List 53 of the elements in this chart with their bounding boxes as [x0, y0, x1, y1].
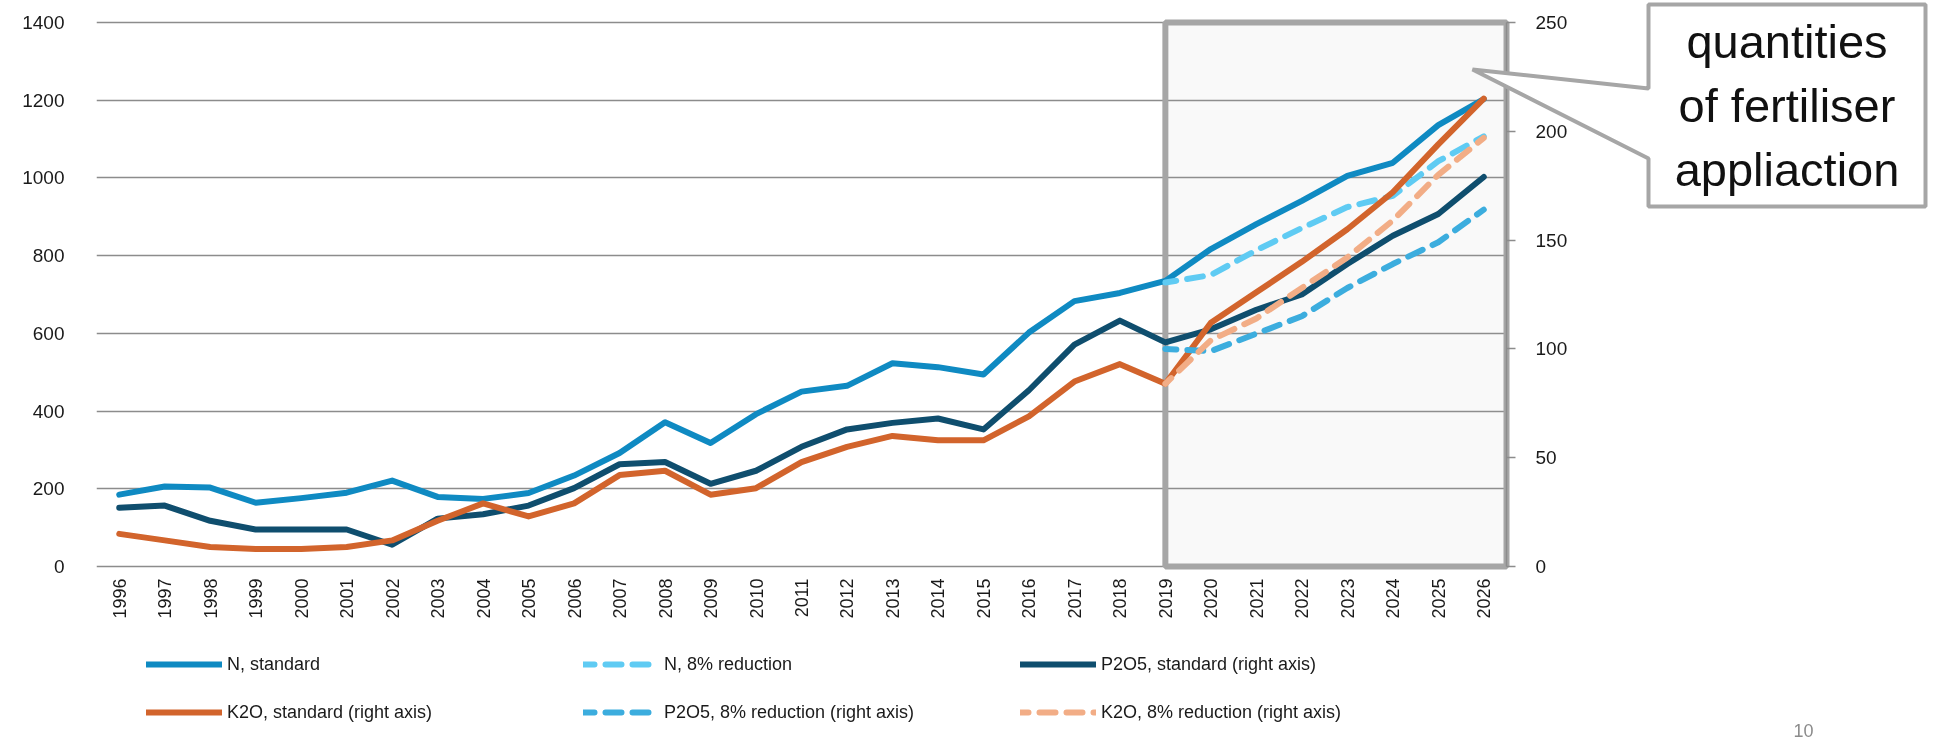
y-tick-label: 1200	[22, 89, 65, 111]
x-tick-label: 2001	[337, 578, 358, 619]
x-tick-label: 2002	[382, 578, 403, 619]
x-tick-label: 2009	[701, 578, 722, 619]
legend-label: N, 8% reduction	[664, 652, 794, 676]
x-tick-label: 2013	[882, 578, 903, 619]
text: quantities of fertiliser appliaction	[1674, 15, 1900, 196]
x-tick-label: 2006	[564, 578, 585, 619]
x-tick-label: 2011	[792, 578, 812, 618]
legend-label: K2O, 8% reduction (right axis)	[1101, 700, 1343, 724]
x-tick-label: 2007	[610, 578, 631, 619]
x-tick-label: 2017	[1064, 578, 1085, 619]
x-tick-label: 2023	[1337, 578, 1358, 619]
x-tick-label: 2022	[1292, 578, 1313, 619]
x-tick-label: 1997	[155, 578, 176, 619]
y-tick-label: 200	[32, 478, 65, 500]
y2-tick-label: 200	[1535, 120, 1568, 142]
x-tick-label: 1999	[246, 578, 267, 619]
y2-tick-label: 250	[1535, 12, 1568, 33]
text: 10	[1793, 720, 1814, 741]
y-tick-label: 800	[32, 245, 65, 267]
legend-label: K2O, standard (right axis)	[227, 700, 434, 724]
y-tick-label: 0	[53, 556, 65, 577]
x-tick-label: 2021	[1246, 578, 1267, 619]
y2-tick-label: 150	[1535, 229, 1568, 251]
y2-tick-label: 100	[1535, 338, 1568, 360]
x-tick-label: 2015	[973, 578, 994, 619]
x-tick-label: 2025	[1428, 578, 1449, 619]
y-tick-label: 1000	[22, 167, 65, 189]
x-tick-label: 2018	[1110, 578, 1131, 619]
legend-label: N, standard	[227, 652, 322, 676]
y-tick-label: 600	[32, 322, 65, 344]
y2-tick-label: 0	[1535, 556, 1547, 577]
x-tick-label: 2026	[1474, 578, 1495, 619]
x-tick-label: 2010	[746, 578, 767, 619]
legend-label: P2O5, standard (right axis)	[1101, 652, 1318, 676]
x-tick-label: 2000	[291, 578, 312, 619]
x-tick-label: 2008	[655, 578, 676, 619]
y2-tick-label: 50	[1535, 447, 1557, 469]
legend-label: P2O5, 8% reduction (right axis)	[664, 700, 916, 724]
x-tick-label: 2019	[1155, 578, 1176, 619]
x-tick-label: 2003	[428, 578, 449, 619]
x-tick-label: 2020	[1201, 578, 1222, 619]
x-tick-label: 2024	[1383, 578, 1404, 619]
y-tick-label: 400	[32, 400, 65, 422]
x-tick-label: 2005	[519, 578, 540, 619]
x-tick-label: 2004	[473, 578, 494, 619]
y-tick-label: 1400	[22, 12, 65, 33]
x-tick-label: 1996	[109, 578, 130, 619]
x-tick-label: 2014	[928, 578, 949, 619]
x-tick-label: 1998	[200, 578, 221, 619]
x-tick-label: 2016	[1019, 578, 1040, 619]
x-tick-label: 2012	[837, 578, 858, 619]
